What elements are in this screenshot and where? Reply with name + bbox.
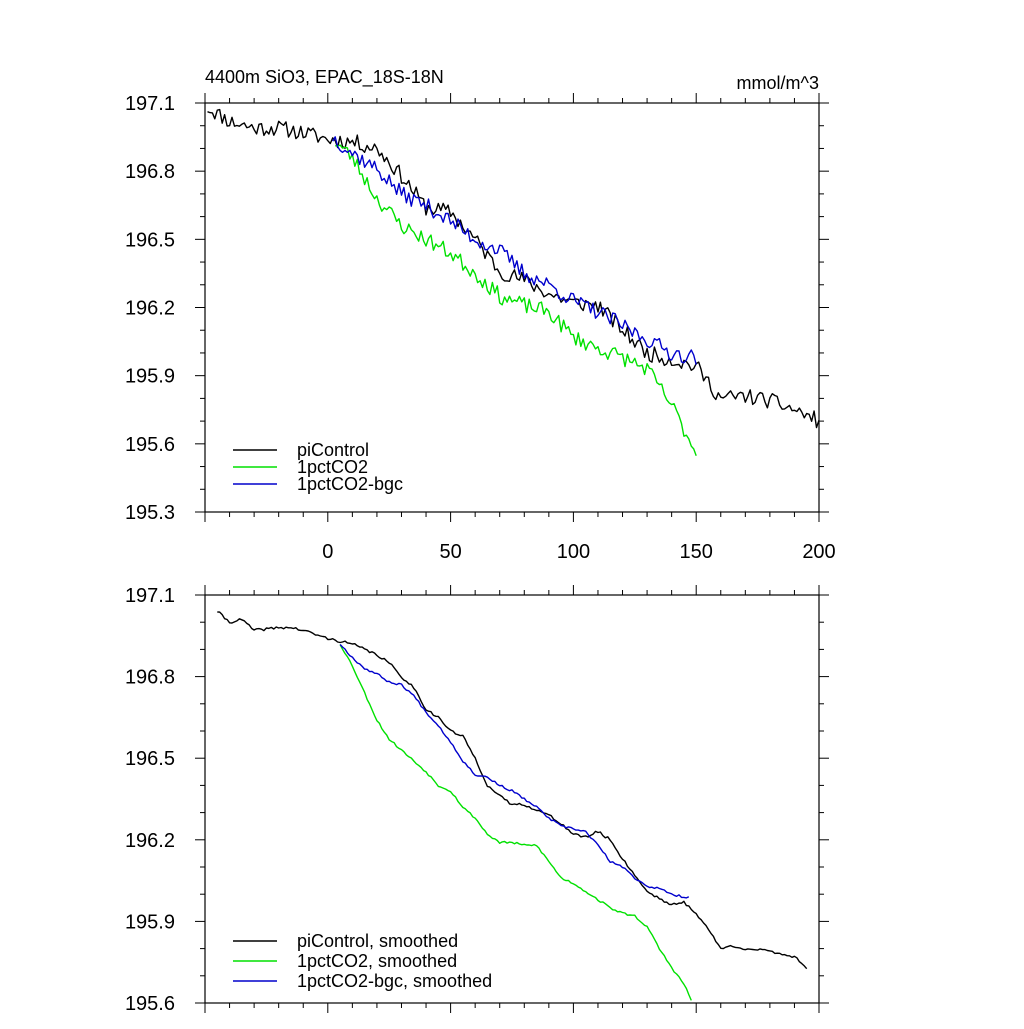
legend-label: 1pctCO2, smoothed <box>297 951 457 971</box>
y-tick-label: 196.5 <box>125 229 175 251</box>
x-tick-label: 150 <box>680 541 713 563</box>
chart-title: 4400m SiO3, EPAC_18S-18N <box>205 67 444 88</box>
x-tick-label: 100 <box>557 541 590 563</box>
legend-label: 1pctCO2-bgc <box>297 474 403 494</box>
x-tick-label: 200 <box>802 541 835 563</box>
units-label: mmol/m^3 <box>737 73 819 93</box>
y-tick-label: 195.3 <box>125 502 175 524</box>
y-tick-label: 197.1 <box>125 585 175 607</box>
y-tick-label: 195.6 <box>125 993 175 1015</box>
series-line-1pctco2-smoothed <box>339 644 692 1001</box>
series-line-1pctco2 <box>335 144 697 456</box>
y-tick-label: 197.1 <box>125 93 175 115</box>
series-line-picontrol <box>207 108 820 429</box>
y-tick-label: 196.2 <box>125 298 175 320</box>
y-tick-label: 196.8 <box>125 667 175 689</box>
legend-label: piControl, smoothed <box>297 931 458 951</box>
y-tick-label: 196.8 <box>125 161 175 183</box>
panel-1: 195.3 195.6 195.9 196.2 196.5 196.8 197.1 0 50 10… <box>125 67 836 563</box>
series-line-picontrol-smoothed <box>217 611 808 970</box>
y-tick-label: 196.5 <box>125 748 175 770</box>
legend-label: piControl <box>297 440 369 460</box>
plot-frame <box>204 594 820 1004</box>
y-tick-label: 195.9 <box>125 911 175 933</box>
y-tick-label: 195.6 <box>125 434 175 456</box>
panel-2: 195.6 195.9 196.2 196.5 196.8 197.1 piControl,… <box>125 585 829 1015</box>
legend-label: 1pctCO2 <box>297 457 368 477</box>
series-line-1pctco2-bgc <box>332 136 697 365</box>
x-tick-label: 0 <box>322 541 333 563</box>
y-tick-label: 196.2 <box>125 830 175 852</box>
series-line-1pctco2-bgc-smoothed <box>339 644 690 899</box>
legend-label: 1pctCO2-bgc, smoothed <box>297 971 492 991</box>
y-tick-label: 195.9 <box>125 366 175 388</box>
x-tick-label: 50 <box>439 541 461 563</box>
